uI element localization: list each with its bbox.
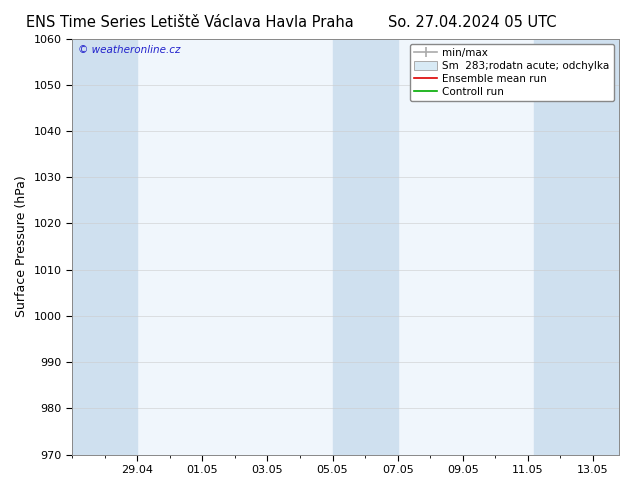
Y-axis label: Surface Pressure (hPa): Surface Pressure (hPa)	[15, 176, 28, 318]
Bar	[332, 39, 385, 455]
Bar	[124, 39, 137, 455]
Bar	[534, 39, 586, 455]
Text: So. 27.04.2024 05 UTC: So. 27.04.2024 05 UTC	[388, 15, 557, 30]
Text: © weatheronline.cz: © weatheronline.cz	[77, 45, 180, 55]
Bar	[385, 39, 398, 455]
Bar	[586, 39, 619, 455]
Bar	[72, 39, 124, 455]
Legend: min/max, Sm  283;rodatn acute; odchylka, Ensemble mean run, Controll run: min/max, Sm 283;rodatn acute; odchylka, …	[410, 44, 614, 101]
Text: ENS Time Series Letiště Václava Havla Praha: ENS Time Series Letiště Václava Havla Pr…	[27, 15, 354, 30]
